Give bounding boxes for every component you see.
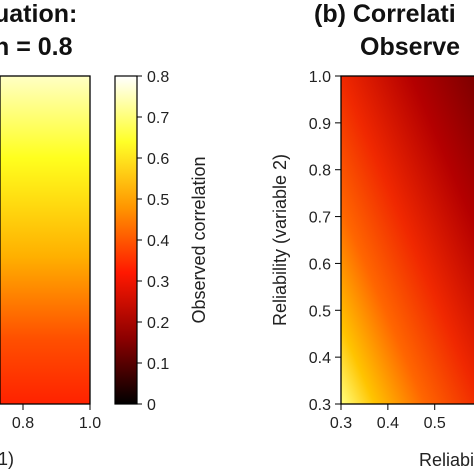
panel-b-y-tick-label: 0.9: [309, 116, 331, 133]
panel-b-y-axis: 0.3 0.4 0.5 0.6 0.7 0.8 0.9 1.0: [309, 69, 341, 414]
panel-b-y-tick-label: 1.0: [309, 69, 331, 86]
panel-b-x-axis: 0.30.40.50: [330, 404, 446, 432]
panel-b-plot-frame: [340, 75, 474, 405]
left-x-tick-label: 0.8: [12, 415, 34, 432]
colorbar-tick-label: 0.6: [147, 151, 169, 168]
panel-b-y-tick-label: 0.6: [309, 256, 331, 273]
left-heatmap: [0, 76, 90, 404]
panel-b-title-line-1: (b) Correlati: [314, 0, 456, 28]
panel-b-heatmap: [341, 76, 474, 404]
left-x-axis: 0.8 1.0: [12, 404, 101, 432]
panel-b-title-line-2: Observe: [360, 33, 460, 61]
colorbar-ticks: 0 0.1 0.2 0.3 0.4 0.5 0.6 0.7 0.8: [137, 69, 169, 414]
panel-b-y-tick-label: 0.4: [309, 350, 331, 367]
panel-b-y-tick-label: 0.5: [309, 303, 331, 320]
colorbar-gradient: [115, 76, 137, 404]
left-plot-frame: [0, 75, 91, 405]
colorbar-tick-label: 0.1: [147, 356, 169, 373]
panel-b-y-tick-label: 0.7: [309, 210, 331, 227]
colorbar-tick-label: 0.2: [147, 315, 169, 332]
panel-b-y-tick-label: 0.8: [309, 163, 331, 180]
colorbar-tick-label: 0.3: [147, 274, 169, 291]
left-x-tick-label: 1.0: [79, 415, 101, 432]
colorbar-tick-label: 0.8: [147, 69, 169, 86]
colorbar-tick-label: 0.7: [147, 110, 169, 127]
panel-b-y-tick-label: 0.3: [309, 397, 331, 414]
panel-b-x-tick-label: 0.4: [377, 415, 399, 432]
panel-b-x-axis-label: Reliabi: [419, 450, 474, 470]
colorbar-tick-label: 0.5: [147, 192, 169, 209]
panel-b-x-tick-label: 0.3: [330, 415, 352, 432]
panel-b-y-axis-label: Reliability (variable 2): [270, 154, 290, 326]
colorbar-tick-label: 0: [147, 397, 156, 414]
colorbar-tick-label: 0.4: [147, 233, 169, 250]
left-panel-title-line-1: uation:: [0, 0, 77, 28]
panel-b-x-tick-label: 0.5: [424, 415, 446, 432]
left-x-axis-label: 1): [0, 449, 14, 469]
colorbar-label: Observed correlation: [189, 156, 209, 323]
left-panel-title-line-2: n = 0.8: [0, 33, 73, 61]
